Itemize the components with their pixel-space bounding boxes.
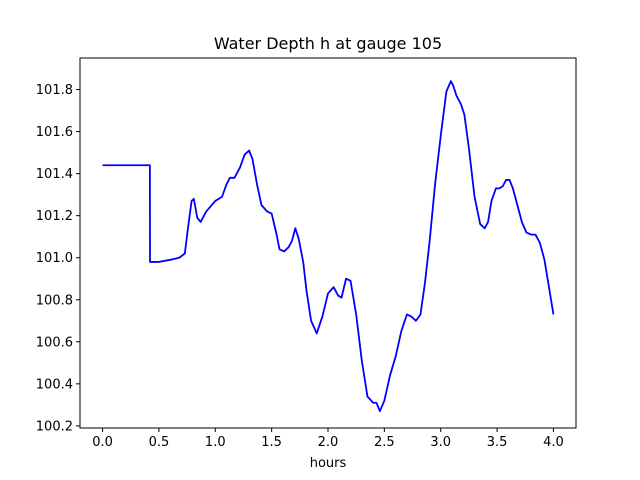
axes-frame [79,57,577,429]
x-tick-label: 1.5 [261,435,282,450]
y-axis-ticks: 100.2 100.4 100.6 100.8 101.0 101.2 101.4 101.6… [36,83,80,434]
x-tick-label: 1.0 [205,435,226,450]
y-tick-label: 101.0 [36,251,73,266]
y-tick-label: 100.2 [36,419,73,434]
y-tick-label: 101.8 [36,83,73,98]
x-axis-ticks: 0.0 0.5 1.0 1.5 2.0 2.5 3.0 3.5 4.0 [92,428,564,450]
plot-area [80,58,576,428]
x-tick-label: 3.0 [430,435,451,450]
chart-title: Water Depth h at gauge 105 [214,34,442,53]
y-tick-label: 101.2 [36,209,73,224]
x-tick-label: 0.0 [92,435,113,450]
x-tick-label: 4.0 [543,435,564,450]
x-axis-label: hours [310,456,347,471]
y-tick-label: 100.6 [36,335,73,350]
x-tick-label: 3.5 [487,435,508,450]
x-tick-label: 0.5 [149,435,170,450]
series-line-water-depth [102,80,555,413]
y-tick-label: 100.8 [36,293,73,308]
x-tick-label: 2.5 [374,435,395,450]
y-tick-label: 101.4 [36,167,73,182]
y-tick-label: 101.6 [36,125,73,140]
x-tick-label: 2.0 [318,435,339,450]
y-tick-label: 100.4 [36,377,73,392]
